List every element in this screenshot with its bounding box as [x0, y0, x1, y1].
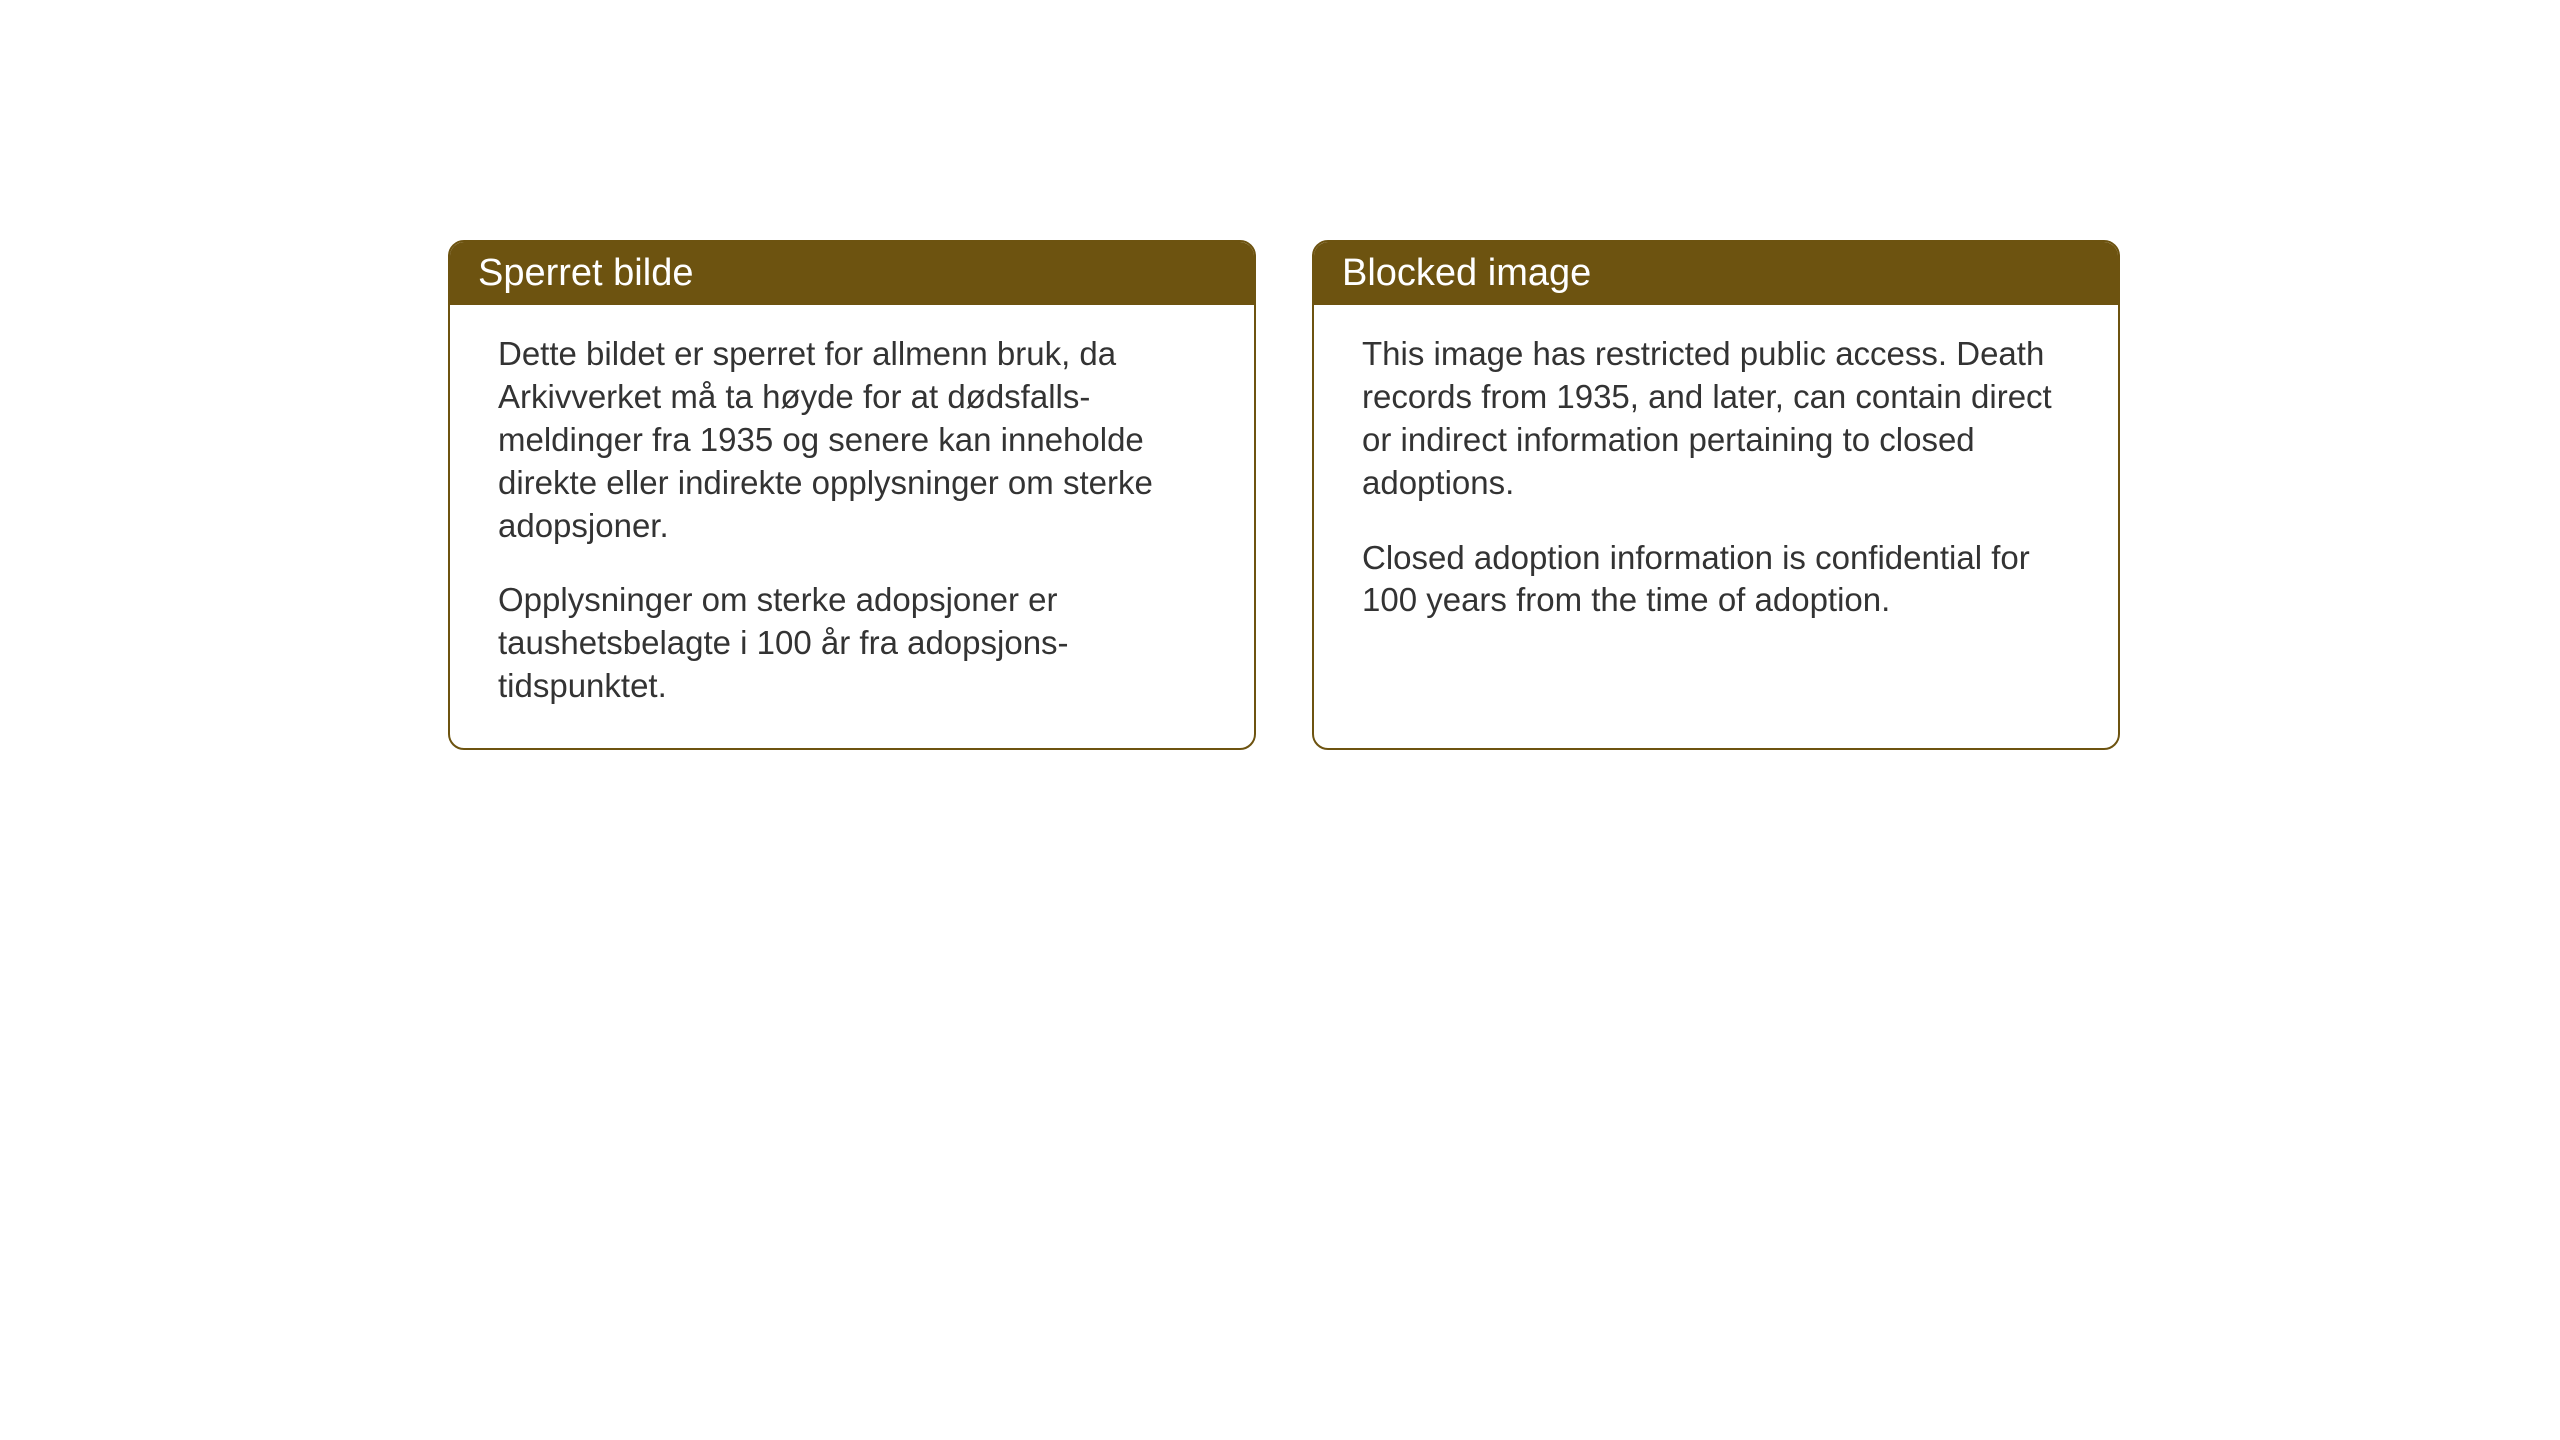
- card-body-norwegian: Dette bildet er sperret for allmenn bruk…: [450, 305, 1254, 748]
- card-title-english: Blocked image: [1342, 252, 1591, 294]
- card-paragraph-2-norwegian: Opplysninger om sterke adopsjoner er tau…: [498, 579, 1214, 708]
- card-paragraph-2-english: Closed adoption information is confident…: [1362, 537, 2078, 623]
- card-paragraph-1-norwegian: Dette bildet er sperret for allmenn bruk…: [498, 333, 1214, 547]
- notice-card-norwegian: Sperret bilde Dette bildet er sperret fo…: [448, 240, 1256, 750]
- card-header-norwegian: Sperret bilde: [450, 242, 1254, 305]
- card-body-english: This image has restricted public access.…: [1314, 305, 2118, 662]
- notice-card-english: Blocked image This image has restricted …: [1312, 240, 2120, 750]
- card-title-norwegian: Sperret bilde: [478, 252, 693, 294]
- card-paragraph-1-english: This image has restricted public access.…: [1362, 333, 2078, 505]
- card-header-english: Blocked image: [1314, 242, 2118, 305]
- notice-container: Sperret bilde Dette bildet er sperret fo…: [448, 240, 2120, 750]
